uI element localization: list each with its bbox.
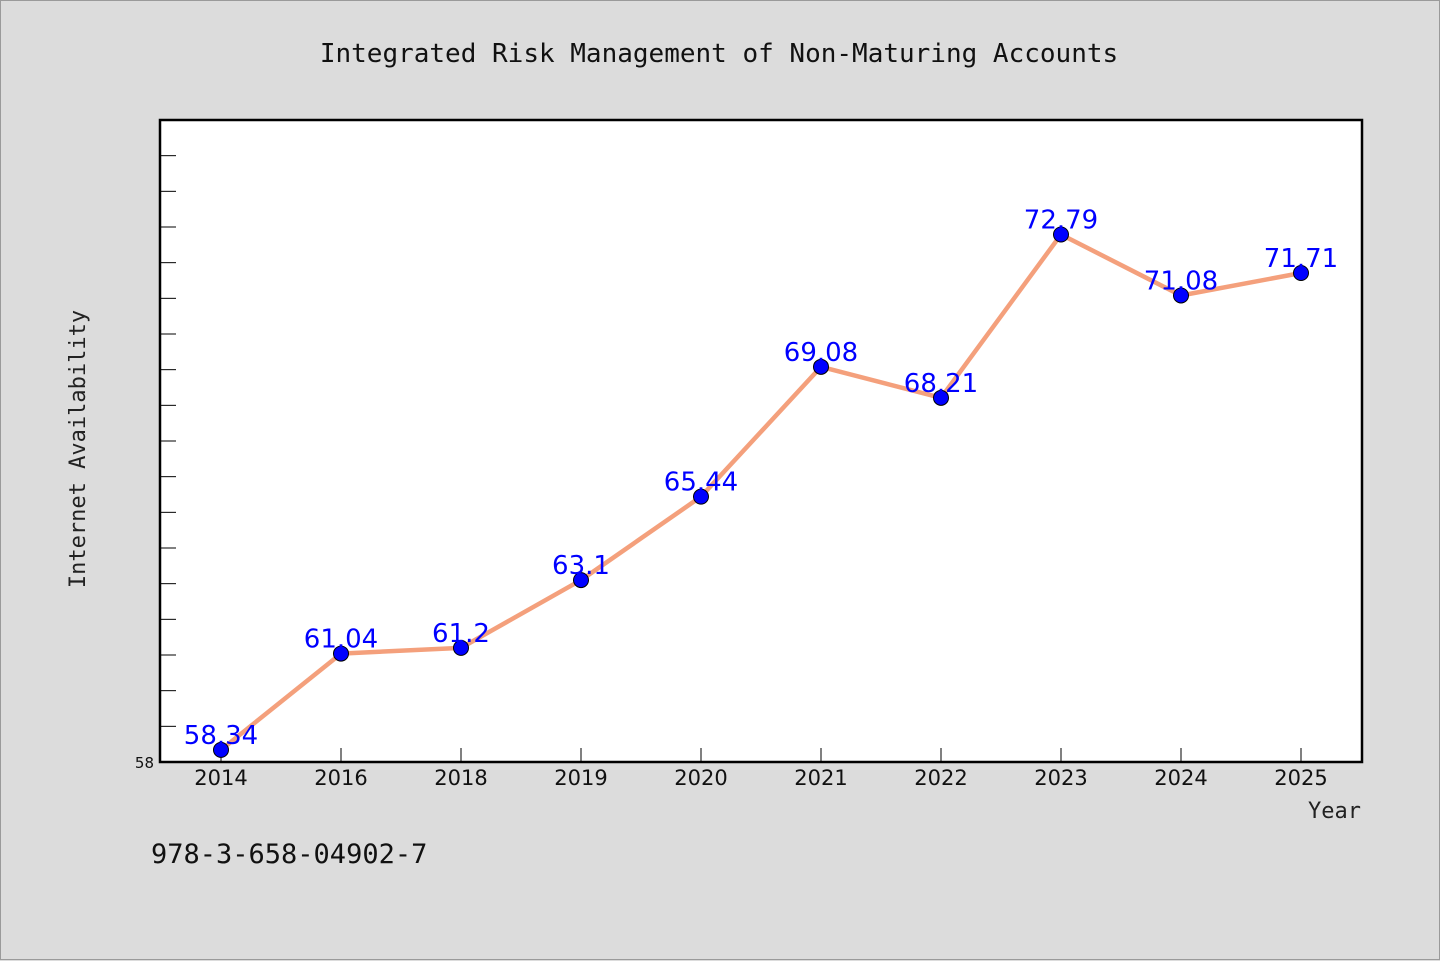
x-tick-label: 2014: [194, 766, 247, 790]
data-label: 72.79: [1024, 205, 1098, 235]
y-axis-ticks: 58: [135, 155, 176, 772]
data-label: 71.71: [1264, 244, 1338, 274]
data-labels: 58.34 61.04 61.2 63.1 65.44 69.08 68.21 72.79 71…: [184, 205, 1338, 750]
x-tick-label: 2023: [1034, 766, 1087, 790]
data-label: 63.1: [552, 551, 610, 581]
data-label: 69.08: [784, 338, 858, 368]
x-axis-ticks: 2014 2016 2018 2019 2020 2021 2022 2023 2024 2025: [194, 748, 1328, 790]
footnote-isbn: 978-3-658-04902-7: [151, 839, 427, 870]
data-markers: [213, 226, 1309, 758]
x-tick-label: 2021: [794, 766, 847, 790]
data-point-marker: [1053, 226, 1069, 243]
data-label: 61.04: [304, 625, 378, 655]
y-tick-label: 58: [135, 754, 154, 772]
x-tick-label: 2025: [1274, 766, 1327, 790]
data-point-marker: [1173, 287, 1189, 304]
plot-area: [158, 118, 1364, 764]
data-point-marker: [333, 645, 349, 662]
x-axis-label: Year: [1308, 799, 1361, 824]
data-point-marker: [573, 572, 589, 589]
y-axis-label: Internet Availability: [66, 310, 91, 588]
data-label: 58.34: [184, 721, 258, 751]
x-tick-label: 2018: [434, 766, 487, 790]
data-point-marker: [933, 389, 949, 406]
x-tick-label: 2016: [314, 766, 367, 790]
data-label: 61.2: [432, 619, 490, 649]
data-label: 71.08: [1144, 266, 1218, 296]
chart-title: Integrated Risk Management of Non-Maturi…: [320, 39, 1118, 69]
x-tick-label: 2020: [674, 766, 727, 790]
data-label: 65.44: [664, 468, 738, 498]
data-point-marker: [453, 639, 469, 656]
data-point-marker: [213, 741, 229, 758]
x-tick-label: 2024: [1154, 766, 1207, 790]
x-tick-label: 2019: [554, 766, 607, 790]
x-tick-label: 2022: [914, 766, 967, 790]
data-point-marker: [693, 488, 709, 505]
data-label: 68.21: [904, 369, 978, 399]
series-line: [218, 232, 1304, 753]
data-point-marker: [1293, 265, 1309, 282]
data-point-marker: [813, 358, 829, 375]
